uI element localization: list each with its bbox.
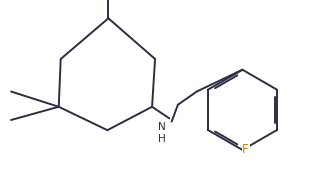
Text: N
H: N H (158, 122, 166, 144)
Text: F: F (242, 143, 249, 156)
